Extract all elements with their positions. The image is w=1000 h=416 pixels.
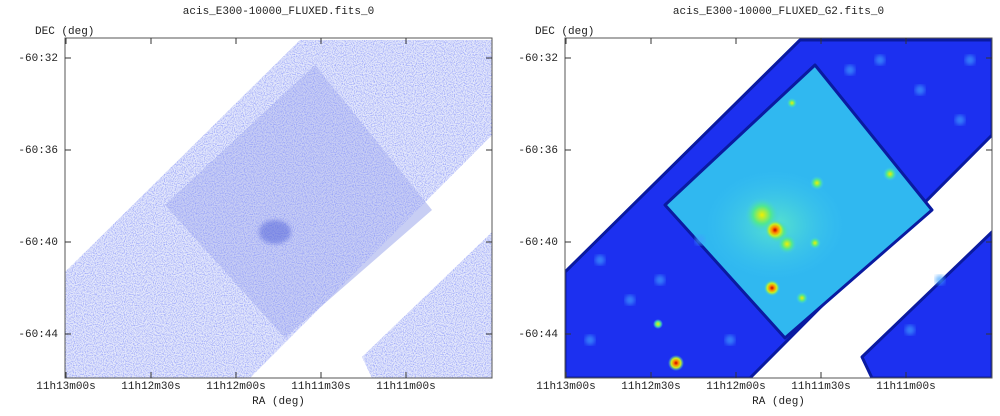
x-tick-label: 11h11m30s	[291, 381, 350, 393]
x-tick-label: 11h12m00s	[706, 381, 765, 393]
frame	[564, 37, 993, 379]
panel-title: acis_E300-10000_FLUXED.fits_0	[183, 6, 374, 18]
y-axis-label: DEC (deg)	[35, 26, 94, 38]
blob	[875, 55, 885, 65]
y-axis-label: DEC (deg)	[535, 26, 594, 38]
source	[764, 280, 780, 296]
blob	[595, 255, 605, 265]
source	[796, 292, 808, 304]
x-tick-label: 11h13m00s	[36, 381, 95, 393]
y-tick-label: -60:40	[518, 237, 558, 249]
source	[810, 176, 824, 190]
blob	[585, 335, 595, 345]
x-tick-label: 11h13m00s	[536, 381, 595, 393]
source	[668, 355, 684, 371]
panel: acis_E300-10000_FLUXED.fits_0 DEC (deg) RA…	[18, 6, 493, 408]
source	[883, 167, 897, 181]
y-tick-label: -60:40	[18, 237, 58, 249]
y-tick-label: -60:36	[518, 145, 558, 157]
y-tick-label: -60:32	[518, 53, 558, 65]
y-tick-label: -60:36	[18, 145, 58, 157]
image	[65, 40, 492, 378]
y-tick-label: -60:44	[18, 329, 58, 341]
source	[259, 220, 291, 244]
blob	[625, 295, 635, 305]
panel-title: acis_E300-10000_FLUXED_G2.fits_0	[673, 6, 884, 18]
source	[787, 98, 797, 108]
panel: acis_E300-10000_FLUXED_G2.fits_0 DEC (deg…	[518, 6, 993, 408]
blob	[695, 235, 705, 245]
source	[653, 319, 663, 329]
blob	[935, 275, 945, 285]
y-tick-label: -60:32	[18, 53, 58, 65]
x-tick-label: 11h12m00s	[206, 381, 265, 393]
x-tick-label: 11h11m00s	[876, 381, 935, 393]
blob	[655, 275, 665, 285]
x-tick-label: 11h12m30s	[121, 381, 180, 393]
x-tick-label: 11h11m30s	[791, 381, 850, 393]
blob	[725, 335, 735, 345]
x-axis-label: RA (deg)	[252, 396, 305, 408]
blob	[845, 65, 855, 75]
blob	[915, 85, 925, 95]
x-tick-label: 11h11m00s	[376, 381, 435, 393]
blob	[955, 115, 965, 125]
exposure-strip	[860, 230, 992, 378]
blob	[905, 325, 915, 335]
source	[809, 237, 821, 249]
source	[765, 220, 785, 240]
blob	[965, 55, 975, 65]
x-tick-label: 11h12m30s	[621, 381, 680, 393]
x-axis-label: RA (deg)	[752, 396, 805, 408]
y-tick-label: -60:44	[518, 329, 558, 341]
image	[565, 38, 992, 378]
source	[777, 234, 797, 254]
frame	[64, 37, 493, 379]
